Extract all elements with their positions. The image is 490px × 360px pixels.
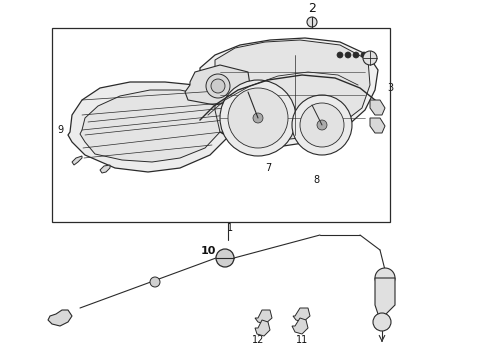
Circle shape [253, 113, 263, 123]
Polygon shape [255, 320, 270, 336]
Circle shape [353, 52, 359, 58]
Text: 5: 5 [219, 57, 225, 67]
Polygon shape [48, 310, 72, 326]
Circle shape [300, 103, 344, 147]
Text: 7: 7 [265, 163, 271, 173]
Polygon shape [100, 165, 110, 173]
Polygon shape [80, 90, 228, 162]
Polygon shape [255, 310, 272, 324]
Circle shape [292, 95, 352, 155]
Circle shape [216, 249, 234, 267]
Polygon shape [200, 38, 378, 148]
Circle shape [337, 52, 343, 58]
Polygon shape [370, 100, 385, 115]
Polygon shape [375, 278, 395, 320]
Circle shape [317, 120, 327, 130]
Circle shape [361, 52, 367, 58]
Polygon shape [370, 118, 385, 133]
Polygon shape [292, 318, 308, 334]
Text: 12: 12 [252, 335, 264, 345]
Polygon shape [68, 82, 238, 172]
Text: 11: 11 [296, 335, 308, 345]
Text: 9: 9 [57, 125, 63, 135]
Circle shape [228, 88, 288, 148]
Circle shape [206, 74, 230, 98]
Bar [52, 28, 390, 222]
Circle shape [307, 17, 317, 27]
Polygon shape [72, 156, 82, 165]
Polygon shape [293, 308, 310, 322]
Text: 8: 8 [313, 175, 319, 185]
Polygon shape [215, 40, 370, 142]
Text: 2: 2 [308, 1, 316, 14]
Circle shape [345, 52, 351, 58]
Text: 6: 6 [205, 73, 211, 83]
Circle shape [375, 268, 395, 288]
Circle shape [220, 80, 296, 156]
Circle shape [150, 277, 160, 287]
Circle shape [373, 313, 391, 331]
Text: 1: 1 [227, 223, 233, 233]
Circle shape [363, 51, 377, 65]
Polygon shape [185, 65, 250, 105]
Circle shape [211, 79, 225, 93]
Text: 10: 10 [200, 246, 216, 256]
Text: 4: 4 [360, 53, 366, 63]
Text: 3: 3 [387, 83, 393, 93]
